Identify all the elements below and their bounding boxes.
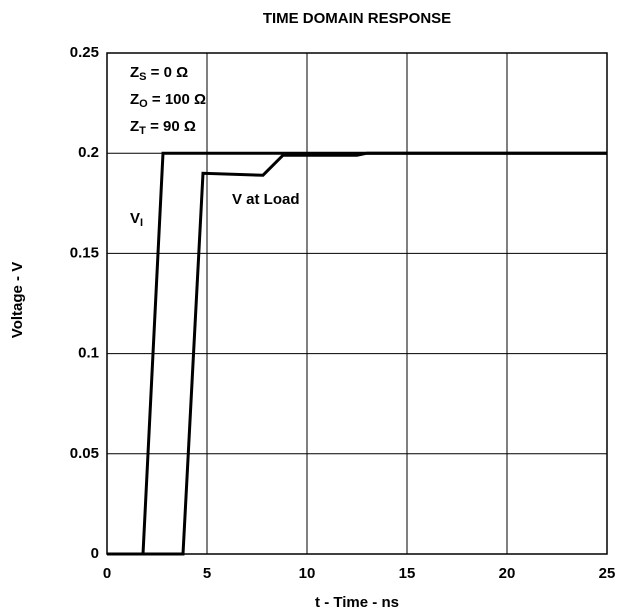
plot-frame	[106, 52, 608, 555]
x-tick-label: 20	[499, 565, 516, 582]
annotation-text: V	[130, 210, 140, 227]
x-tick-label: 10	[299, 565, 316, 582]
series-line	[107, 151, 607, 556]
annotation: ZO = 100 Ω	[130, 91, 206, 110]
y-tick-label: 0.15	[70, 244, 99, 261]
y-tick-label: 0	[91, 545, 99, 562]
x-tick-label: 25	[599, 565, 616, 582]
annotation-text: Z	[130, 91, 139, 108]
annotation-text: Z	[130, 64, 139, 81]
annotation: ZT = 90 Ω	[130, 118, 196, 137]
annotation-subscript: O	[139, 98, 148, 110]
annotation-subscript: S	[139, 71, 146, 83]
series-label: V at Load	[232, 191, 300, 208]
annotation: VI	[130, 210, 143, 229]
annotation: ZS = 0 Ω	[130, 64, 188, 83]
y-tick-label: 0.2	[78, 144, 99, 161]
annotation-text: = 90 Ω	[146, 118, 196, 135]
y-axis-label: Voltage - V	[9, 262, 26, 338]
annotation-text: Z	[130, 118, 139, 135]
annotation-text: = 0 Ω	[147, 64, 189, 81]
x-tick-label: 0	[103, 565, 111, 582]
y-tick-label: 0.05	[70, 445, 99, 462]
x-tick-label: 15	[399, 565, 416, 582]
annotation-subscript: T	[139, 125, 146, 137]
annotation-text: = 100 Ω	[148, 91, 206, 108]
y-tick-label: 0.1	[78, 345, 99, 362]
y-tick-label: 0.25	[70, 44, 99, 61]
x-axis-label: t - Time - ns	[315, 594, 399, 611]
chart-title: TIME DOMAIN RESPONSE	[263, 10, 451, 27]
annotation-subscript: I	[140, 217, 143, 229]
x-tick-label: 5	[203, 565, 211, 582]
